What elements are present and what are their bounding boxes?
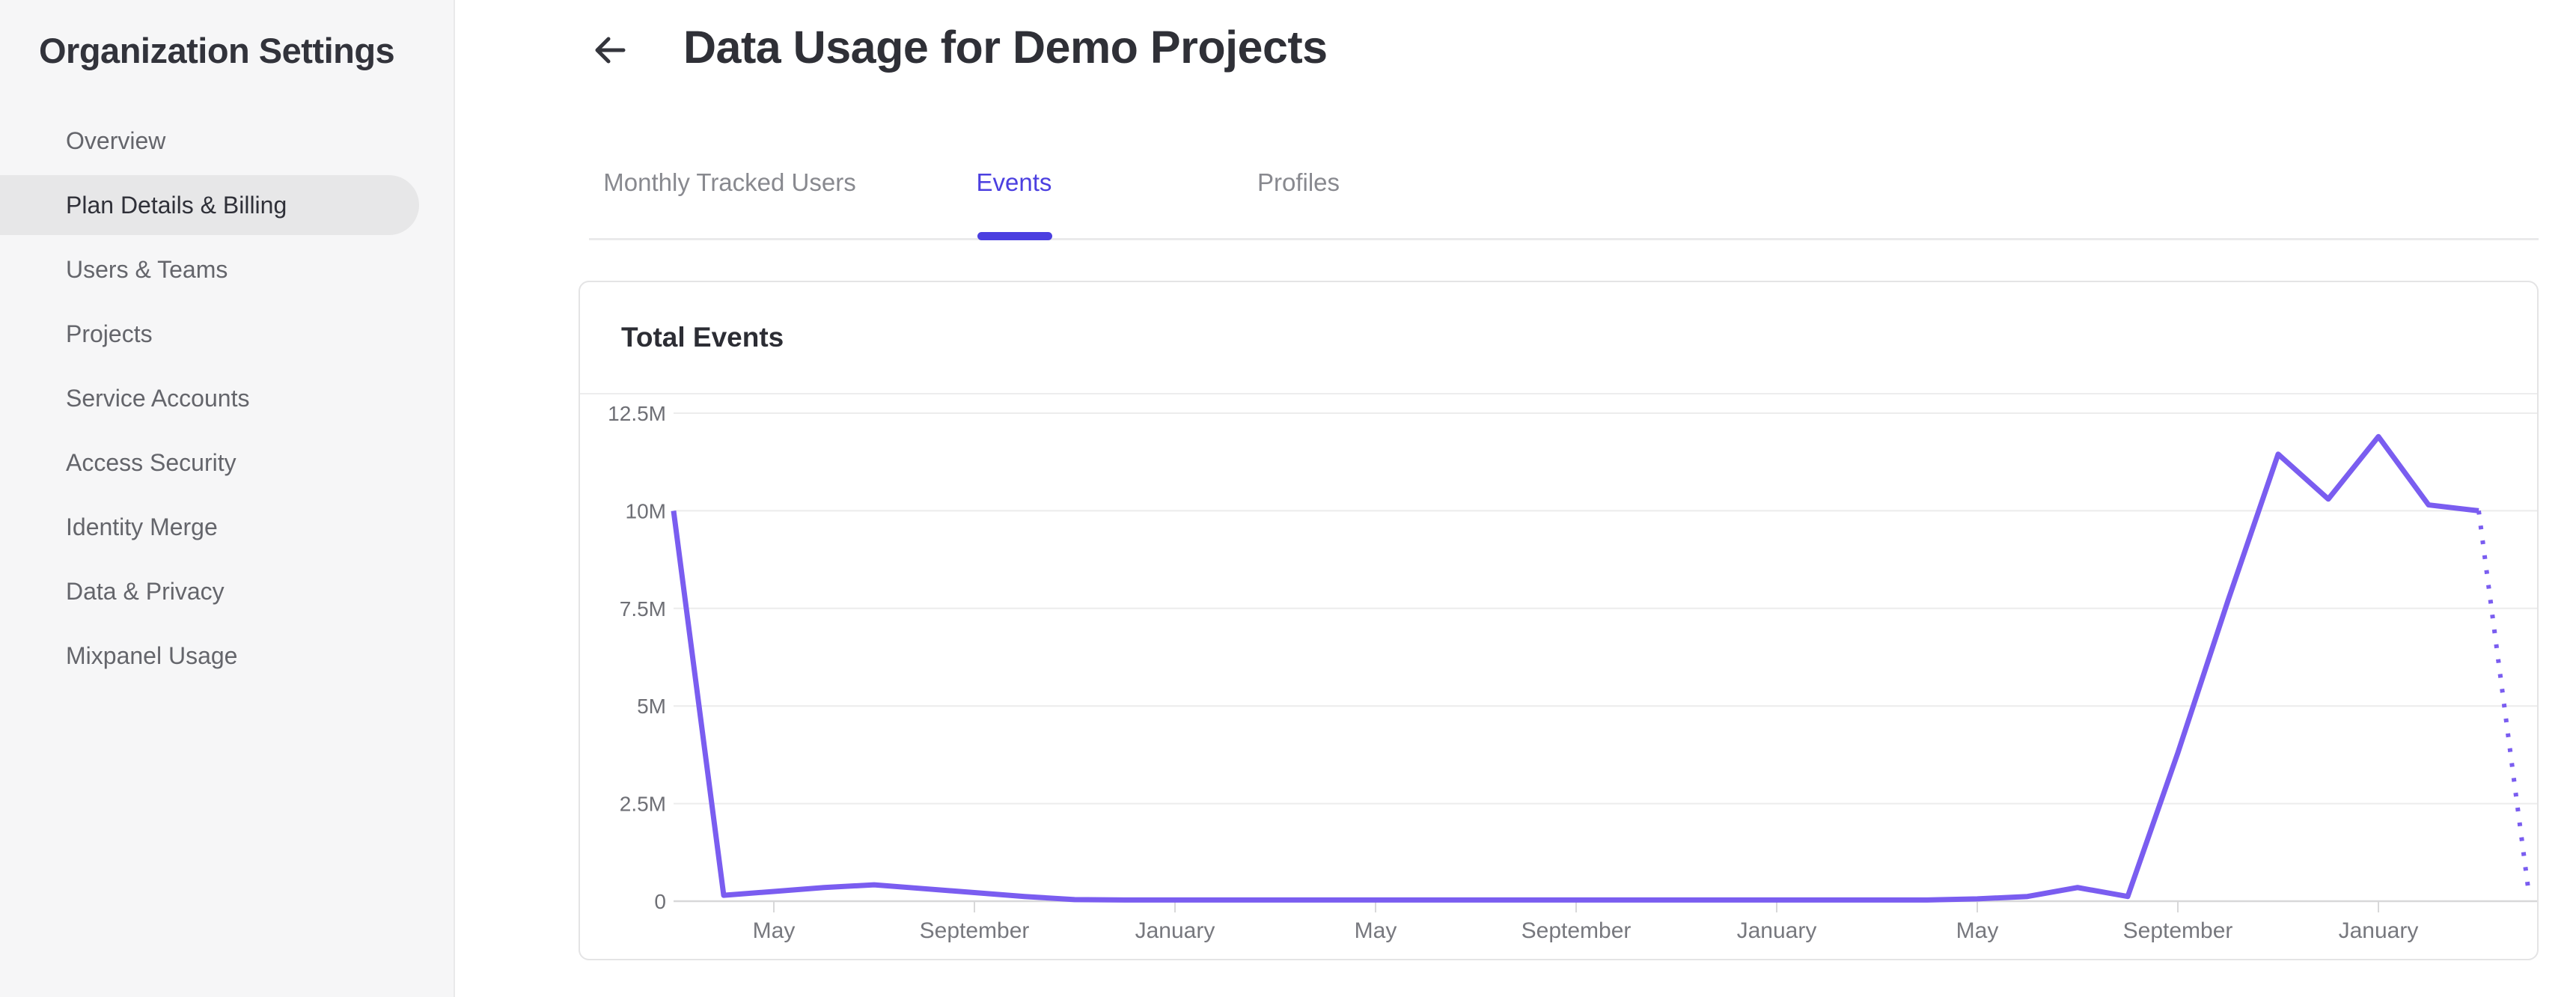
- sidebar-item-mixpanel-usage[interactable]: Mixpanel Usage: [0, 623, 455, 688]
- x-axis-label: May: [1956, 918, 1999, 943]
- sidebar-item-label: Projects: [66, 320, 153, 347]
- total-events-line: [671, 433, 2479, 903]
- card-header: Total Events: [580, 282, 2537, 394]
- y-axis-label: 2.5M: [620, 793, 666, 816]
- card-title: Total Events: [621, 322, 784, 353]
- y-axis-label: 0: [654, 890, 666, 913]
- x-axis-label: May: [1355, 918, 1397, 943]
- sidebar-item-label: Data & Privacy: [66, 577, 225, 605]
- tab-profiles[interactable]: Profiles: [1257, 168, 1340, 196]
- x-axis-label: January: [1135, 918, 1215, 943]
- x-axis-label: September: [2123, 918, 2233, 943]
- x-axis-label: January: [1737, 918, 1817, 943]
- back-arrow-icon: [595, 37, 626, 64]
- sidebar-item-label: Service Accounts: [66, 384, 250, 412]
- sidebar-item-access-security[interactable]: Access Security: [0, 430, 455, 495]
- sidebar-title: Organization Settings: [39, 31, 395, 70]
- tab-monthly-tracked-users[interactable]: Monthly Tracked Users: [603, 168, 856, 196]
- sidebar-item-label: Overview: [66, 126, 166, 154]
- page-title: Data Usage for Demo Projects: [683, 22, 1328, 73]
- sidebar-item-service-accounts[interactable]: Service Accounts: [0, 366, 455, 430]
- sidebar-item-projects[interactable]: Projects: [0, 302, 455, 366]
- sidebar-item-data-privacy[interactable]: Data & Privacy: [0, 559, 455, 623]
- sidebar-item-identity-merge[interactable]: Identity Merge: [0, 495, 455, 559]
- sidebar-item-label: Identity Merge: [66, 513, 218, 540]
- sidebar-item-overview[interactable]: Overview: [0, 109, 455, 173]
- y-axis-label: 10M: [626, 499, 666, 522]
- back-button[interactable]: [590, 31, 629, 70]
- y-axis-label: 12.5M: [608, 402, 666, 425]
- x-axis-label: May: [753, 918, 796, 943]
- sidebar-item-label: Access Security: [66, 448, 236, 476]
- total-events-card: Total Events 0 2.5M 5M 7.5M 10M 12.5M May Septe…: [579, 281, 2539, 960]
- chart-area: 0 2.5M 5M 7.5M 10M 12.5M May September January Ma…: [580, 394, 2537, 957]
- y-axis-label: 5M: [637, 695, 666, 718]
- sidebar-item-users-teams[interactable]: Users & Teams: [0, 237, 455, 302]
- sidebar-item-label: Plan Details & Billing: [66, 191, 287, 219]
- active-tab-underline: [977, 232, 1052, 240]
- sidebar-item-plan-details-billing[interactable]: Plan Details & Billing: [0, 173, 455, 237]
- total-events-chart: 0 2.5M 5M 7.5M 10M 12.5M May September January Ma…: [608, 402, 2537, 943]
- tabs-bar: Monthly Tracked Users Events Profiles: [587, 159, 1441, 207]
- tab-events[interactable]: Events: [976, 168, 1052, 196]
- total-events-line-projected: [2476, 510, 2531, 894]
- x-axis-label: January: [2339, 918, 2419, 943]
- y-axis-label: 7.5M: [620, 597, 666, 621]
- tabs-divider: [589, 238, 2539, 240]
- x-axis-label: September: [920, 918, 1030, 943]
- x-axis-label: September: [1522, 918, 1632, 943]
- sidebar: Organization Settings Overview Plan Detai…: [0, 0, 455, 997]
- sidebar-item-label: Users & Teams: [66, 255, 228, 283]
- sidebar-nav: Overview Plan Details & Billing Users & Te…: [0, 109, 455, 688]
- sidebar-item-label: Mixpanel Usage: [66, 641, 238, 669]
